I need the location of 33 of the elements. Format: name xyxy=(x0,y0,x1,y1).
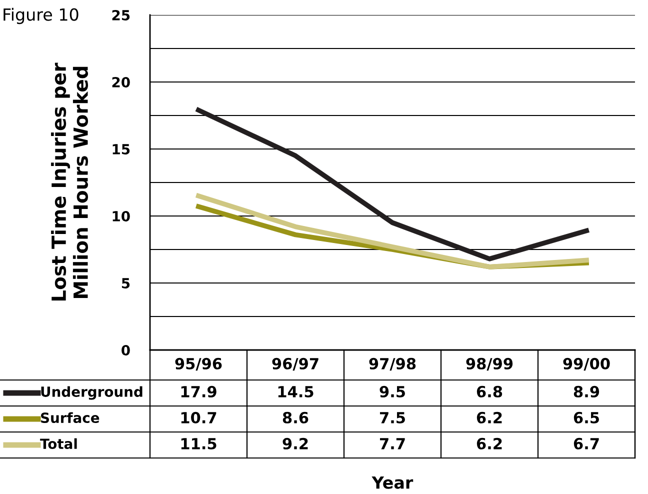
x-tick-label: 95/96 xyxy=(175,358,222,371)
x-tick-label: 97/98 xyxy=(369,358,416,371)
data-label: 9.5 xyxy=(380,386,405,398)
data-label: 9.2 xyxy=(282,438,308,450)
x-tick-label: 98/99 xyxy=(466,358,513,371)
x-tick-label: 96/97 xyxy=(272,358,318,371)
data-label: 11.5 xyxy=(181,438,216,450)
data-label: 6.8 xyxy=(476,386,502,398)
text: Year xyxy=(372,476,414,489)
y-tick-label: 25 xyxy=(112,10,130,20)
data-label: 17.9 xyxy=(181,386,216,398)
data-label: 6.7 xyxy=(574,438,599,450)
data-label: 8.9 xyxy=(574,386,600,398)
data-label: 10.7 xyxy=(181,412,216,424)
legend-label: Total xyxy=(40,438,77,450)
data-label: 14.5 xyxy=(278,386,314,398)
y-tick-label: 15 xyxy=(112,144,130,154)
y-axis-title: Lost Time Injuries per Million Hours Worked xyxy=(51,62,88,301)
legend-label: Surface xyxy=(40,412,100,424)
data-label: 6.2 xyxy=(476,412,502,424)
data-label: 7.5 xyxy=(380,412,405,424)
y-tick-label: 20 xyxy=(112,76,130,88)
y-tick-label: 0 xyxy=(122,344,130,356)
data-label: 8.6 xyxy=(282,412,308,424)
y-tick-label: 10 xyxy=(112,210,130,222)
line-series xyxy=(196,108,589,262)
chart-title: Figure 10 xyxy=(4,8,78,24)
x-tick-label: 99/00 xyxy=(563,358,610,371)
data-label: 7.7 xyxy=(380,438,405,450)
y-tick-label: 5 xyxy=(122,278,130,288)
data-label: 6.5 xyxy=(574,412,599,424)
data-label: 6.2 xyxy=(476,438,502,450)
legend-label: Underground xyxy=(41,386,142,400)
